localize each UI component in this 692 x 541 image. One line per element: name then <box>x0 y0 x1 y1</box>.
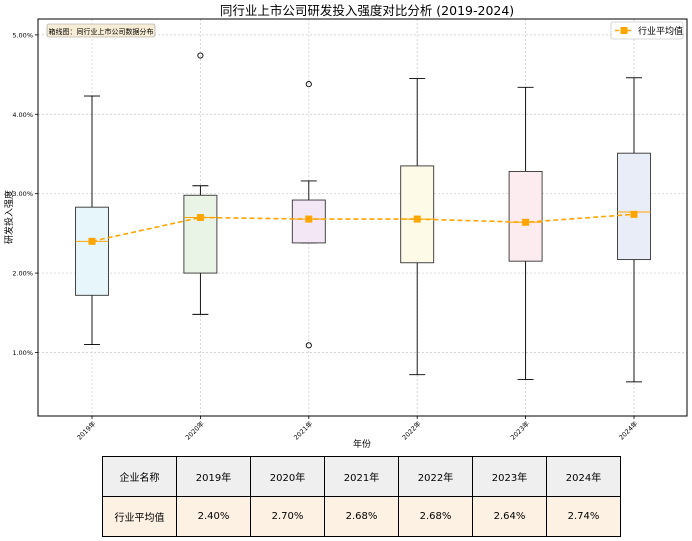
mean-marker <box>522 218 530 226</box>
plot-frame <box>37 18 688 417</box>
x-tick-label: 2023年 <box>508 419 531 442</box>
box-group <box>400 78 435 376</box>
y-tick-label: 1.00% <box>12 349 33 357</box>
table-header-cell: 2019年 <box>176 456 251 497</box>
x-tick-label: 2020年 <box>183 419 206 442</box>
box-group <box>75 95 109 345</box>
y-tick-label: 5.00% <box>12 31 33 39</box>
mean-marker <box>630 210 638 218</box>
table-cell: 2.64% <box>472 496 547 537</box>
table-header-cell: 2022年 <box>398 456 473 497</box>
table-cell: 2.68% <box>398 496 473 537</box>
table-header-cell: 2020年 <box>250 456 325 497</box>
y-tick-label: 4.00% <box>12 111 33 119</box>
boxplot-chart: 同行业上市公司研发投入强度对比分析 (2019-2024) 1.00% 2.00%… <box>3 3 688 450</box>
y-tick-label: 3.00% <box>12 190 33 198</box>
table-cell: 2.68% <box>324 496 399 537</box>
box-group <box>617 77 651 383</box>
table-cell: 2.70% <box>250 496 325 537</box>
outlier-point <box>305 342 312 349</box>
x-tick-label: 2024年 <box>617 419 640 442</box>
annotation-box: 箱线图：同行业上市公司数据分布 <box>46 23 156 38</box>
x-axis-label: 年份 <box>353 438 371 450</box>
table-header-cell: 2021年 <box>324 456 399 497</box>
mean-marker <box>196 214 204 221</box>
box-group <box>183 52 218 315</box>
mean-marker <box>305 215 313 223</box>
table-header-row: 企业名称 2019年 2020年 2021年 2022年 2023年 2024年 <box>102 456 621 497</box>
table-header-label: 企业名称 <box>102 456 177 497</box>
data-table: 企业名称 2019年 2020年 2021年 2022年 2023年 2024年… <box>102 456 621 537</box>
table-header-cell: 2024年 <box>546 456 621 497</box>
table-cell: 2.40% <box>176 496 251 537</box>
box-rect <box>617 152 651 261</box>
box-rect <box>508 170 543 262</box>
box-group <box>508 86 543 380</box>
outlier-point <box>197 52 204 59</box>
legend-marker <box>620 27 628 34</box>
y-axis-label: 研发投入强度 <box>3 190 15 244</box>
legend: 行业平均值 <box>610 21 684 40</box>
box-rect <box>183 194 218 274</box>
x-tick-label: 2019年 <box>75 419 98 442</box>
mean-marker <box>88 237 96 245</box>
x-tick-label: 2021年 <box>292 419 315 442</box>
y-tick-label: 2.00% <box>12 270 33 278</box>
table-cell: 2.74% <box>546 496 621 537</box>
chart-title: 同行业上市公司研发投入强度对比分析 (2019-2024) <box>220 3 514 18</box>
box-rect <box>400 165 435 264</box>
table-header-cell: 2023年 <box>472 456 547 497</box>
x-tick-label: 2022年 <box>400 419 423 442</box>
table-row: 行业平均值 2.40% 2.70% 2.68% 2.68% 2.64% 2.74… <box>102 496 621 537</box>
mean-marker <box>413 215 421 223</box>
legend-label: 行业平均值 <box>638 25 683 37</box>
mean-line <box>91 213 635 243</box>
box-rect <box>75 206 109 296</box>
annotation-text: 箱线图：同行业上市公司数据分布 <box>49 27 154 36</box>
outlier-point <box>305 81 312 88</box>
table-row-label: 行业平均值 <box>102 496 177 537</box>
